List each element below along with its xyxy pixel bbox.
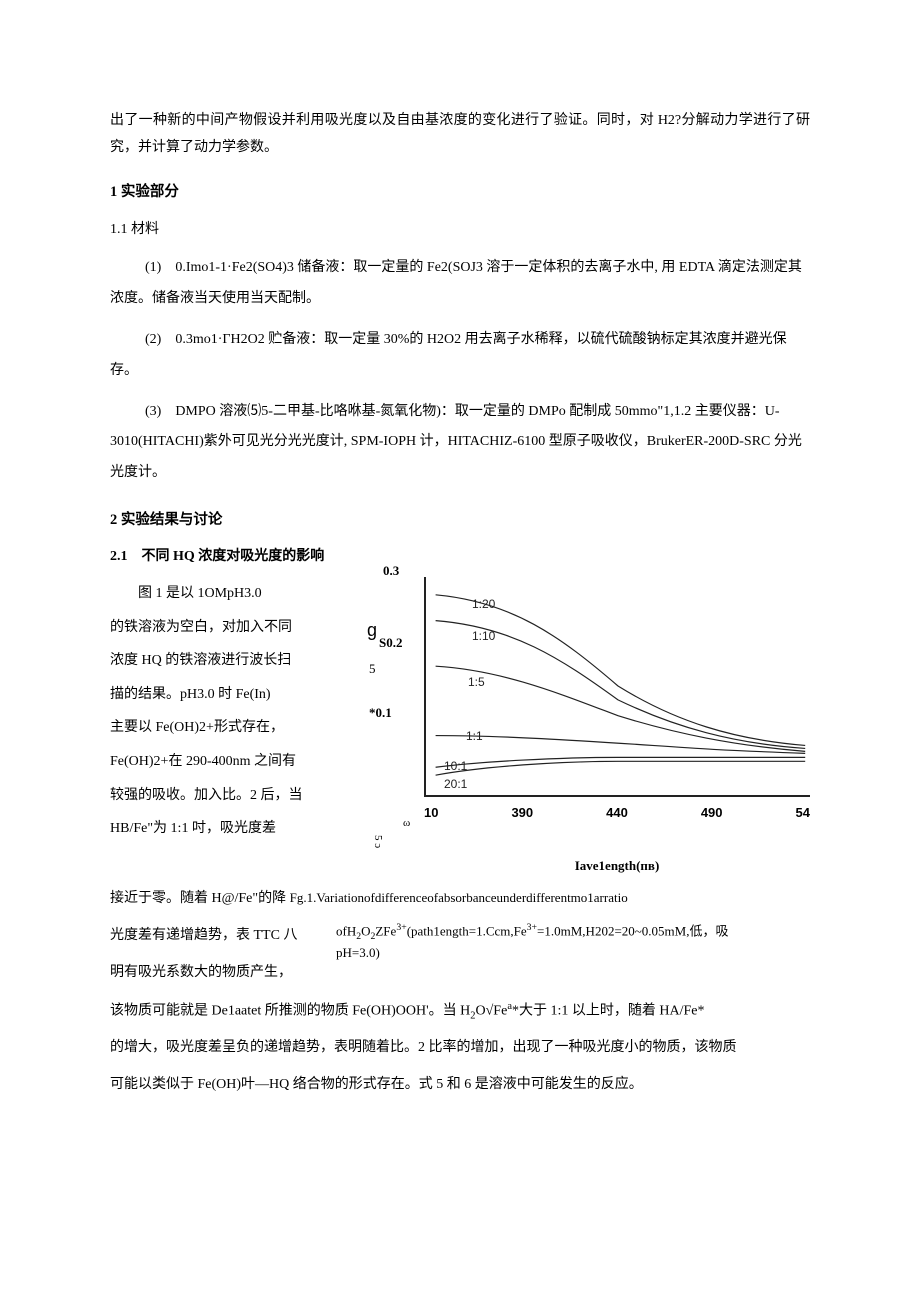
fl-7: 较强的吸收。加入比。2 后，当 — [110, 779, 355, 813]
af4-a: 该物质可能就是 De1aatet 所推测的物质 Fe(OH)OOH'。当 H — [110, 1003, 470, 1018]
material-item-1: (1) 0.Imo1-1·Fe2(SO4)3 储备液：取一定量的 Fe2(SOJ… — [110, 253, 810, 315]
series-label-1-5: 1:5 — [468, 671, 485, 694]
curve-10-1 — [436, 757, 806, 767]
series-label-1-20: 1:20 — [472, 593, 495, 616]
section-2-1-heading: 2.1 不同 HQ 浓度对吸光度的影响 — [110, 544, 810, 571]
fl-6: Fe(OH)2+在 290-400nm 之间有 — [110, 745, 355, 779]
yl-g: g — [367, 613, 377, 647]
yl-s02: S0.2 — [379, 631, 402, 656]
af-line-6: 可能以类似于 Fe(OH)叶—HQ 络合物的形式存在。式 5 和 6 是溶液中可… — [110, 1070, 810, 1101]
material-item-3: (3) DMPO 溶液⑸5-二甲基-比咯咻基-氮氧化物)：取一定量的 DMPo … — [110, 397, 810, 489]
xt-2: 440 — [606, 801, 628, 826]
af-1a: 接近于零。随着 H@/Fe"的降 — [110, 891, 286, 906]
cap2-d: (path1ength=1.Ccm,Fe — [407, 924, 527, 939]
af-2a: 光度差有递增趋势，表 TTC 八 — [110, 928, 297, 943]
chart-x-ticks: 10 390 440 490 54 — [424, 797, 810, 826]
figure-caption-line3: pH=3.0) — [310, 939, 380, 968]
after-figure-text: 接近于零。随着 H@/Fe"的降 Fg.1.Variationofdiffere… — [110, 884, 810, 1101]
xt-1: 390 — [511, 801, 533, 826]
figure-caption-line1: Fg.1.Variationofdifferenceofabsorbanceun… — [290, 890, 628, 905]
figure-yaxis-labels: 0.3 g S0.2 5 *0.1 ω 5 ɔ — [365, 577, 420, 877]
intro-paragraph: 出了一种新的中间产物假设并利用吸光度以及自由基浓度的变化进行了验证。同时，对 H… — [110, 108, 810, 161]
figure-left-text: 图 1 是以 1OMpH3.0 的铁溶液为空白，对加入不同 浓度 HQ 的铁溶液… — [110, 577, 365, 846]
series-label-1-10: 1:10 — [472, 625, 495, 648]
series-label-20-1: 20:1 — [444, 773, 467, 796]
yl-03: 0.3 — [383, 559, 399, 584]
yl-star01: *0.1 — [369, 701, 392, 726]
fl-8: HB/Fe"为 1:1 吋，吸光度差 — [110, 812, 355, 846]
line-chart: 1:20 1:10 1:5 1:1 10:1 20:1 — [424, 577, 810, 797]
cap2-p2: 3+ — [527, 922, 537, 933]
fl-3: 浓度 HQ 的铁溶液进行波长扫 — [110, 644, 355, 678]
material-item-2: (2) 0.3mo1·ΓH2O2 贮备液：取一定量 30%的 H2O2 用去离子… — [110, 325, 810, 387]
cap2-p1: 3+ — [396, 922, 406, 933]
af-line-2: ofH2O2ZFe3+(path1ength=1.Ccm,Fe3+=1.0mM,… — [110, 921, 810, 952]
yl-omega: ω — [403, 813, 410, 834]
af4-c: *大于 1:1 以上时，随着 HA/Fe* — [512, 1003, 705, 1018]
curve-1-5 — [436, 666, 806, 751]
xt-0: 10 — [424, 801, 438, 826]
section-1-1-heading: 1.1 材料 — [110, 217, 810, 244]
xt-3: 490 — [701, 801, 723, 826]
figure-block: 图 1 是以 1OMpH3.0 的铁溶液为空白，对加入不同 浓度 HQ 的铁溶液… — [110, 577, 810, 878]
cap2-a: ofH — [336, 924, 356, 939]
series-label-1-1: 1:1 — [466, 725, 483, 748]
figure-chart-area: 1:20 1:10 1:5 1:1 10:1 20:1 10 390 440 4… — [420, 577, 810, 878]
af-line-3: 明有吸光系数大的物质产生， — [110, 958, 810, 989]
af-line-1: 接近于零。随着 H@/Fe"的降 Fg.1.Variationofdiffere… — [110, 884, 810, 915]
chart-x-axis-label: Iave1ength(пв) — [424, 854, 810, 879]
fl-1: 图 1 是以 1OMpH3.0 — [110, 577, 355, 611]
xt-4: 54 — [796, 801, 810, 826]
curve-20-1 — [436, 761, 806, 775]
curve-1-20 — [436, 595, 806, 746]
cap2-c: ZFe — [375, 924, 396, 939]
fl-4: 描的结果。pH3.0 时 Fe(In) — [110, 678, 355, 712]
section-1-heading: 1 实验部分 — [110, 179, 810, 207]
yl-bar: 5 ɔ — [367, 835, 388, 848]
fl-5: 主要以 Fe(OH)2+形式存在， — [110, 711, 355, 745]
fl-2: 的铁溶液为空白，对加入不同 — [110, 611, 355, 645]
af-line-5: 的增大，吸光度差呈负的递增趋势，表明随着比。2 比率的增加，出现了一种吸光度小的… — [110, 1033, 810, 1064]
section-2-heading: 2 实验结果与讨论 — [110, 507, 810, 535]
af4-b: O√Fe — [476, 1003, 508, 1018]
cap2-e: =1.0mM,H202=20~0.05mM,低，吸 — [537, 924, 728, 939]
yl-5: 5 — [369, 657, 376, 682]
af-line-4: 该物质可能就是 De1aatet 所推测的物质 Fe(OH)OOH'。当 H2O… — [110, 995, 810, 1028]
